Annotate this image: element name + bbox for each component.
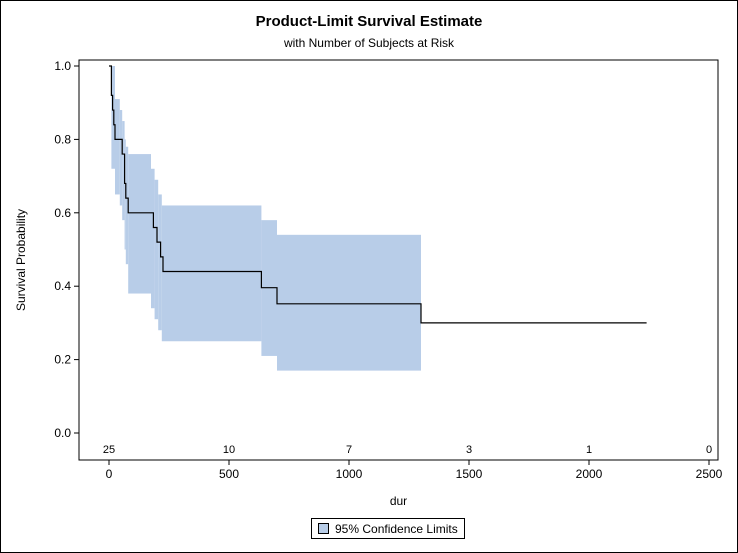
confidence-band-step [158,194,162,331]
chart-subtitle: with Number of Subjects at Risk [283,36,455,50]
at-risk-count: 1 [586,444,592,456]
confidence-band-step [151,168,155,309]
axes: 0 500 1000 1500 2000 2500 0.0 0.2 0.4 0.6 0.8 1.0 [54,59,722,481]
at-risk-labels: 25 10 7 3 1 0 [103,444,712,456]
survival-step-line [109,65,647,324]
at-risk-count: 0 [706,444,712,456]
at-risk-count: 7 [346,444,352,456]
confidence-band-step [122,121,125,221]
confidence-band-step [277,234,421,371]
legend: 95% Confidence Limits [311,518,465,539]
y-tick-label: 0.4 [54,279,71,293]
x-tick-label: 500 [219,467,239,481]
x-tick-label: 1500 [456,467,483,481]
survival-curve [109,65,647,324]
y-tick-label: 0.2 [54,353,71,367]
y-tick-label: 0.0 [54,426,71,440]
confidence-band-step [125,146,129,265]
confidence-band-step [128,154,151,294]
x-tick-label: 2000 [576,467,603,481]
x-tick-label: 2500 [696,467,723,481]
at-risk-count: 3 [466,444,472,456]
x-axis-label: dur [390,494,407,508]
confidence-band-step [119,110,123,206]
at-risk-count: 10 [223,444,235,456]
x-tick-label: 1000 [336,467,363,481]
confidence-band-step [161,205,262,342]
at-risk-count: 25 [103,444,115,456]
x-tick-label: 0 [106,467,113,481]
confidence-band-step [124,139,126,250]
plot-area-border [78,59,719,461]
confidence-band-step [115,99,120,195]
chart-title: Product-Limit Survival Estimate [255,13,483,30]
legend-label-confidence: 95% Confidence Limits [335,521,458,536]
confidence-band-step [154,179,159,320]
y-tick-label: 1.0 [54,59,71,73]
confidence-band-step [111,66,115,169]
legend-swatch-confidence [318,523,329,534]
y-tick-label: 0.8 [54,132,71,146]
confidence-band [111,66,421,371]
y-axis-label: Survival Probability [14,209,28,311]
y-tick-label: 0.6 [54,206,71,220]
